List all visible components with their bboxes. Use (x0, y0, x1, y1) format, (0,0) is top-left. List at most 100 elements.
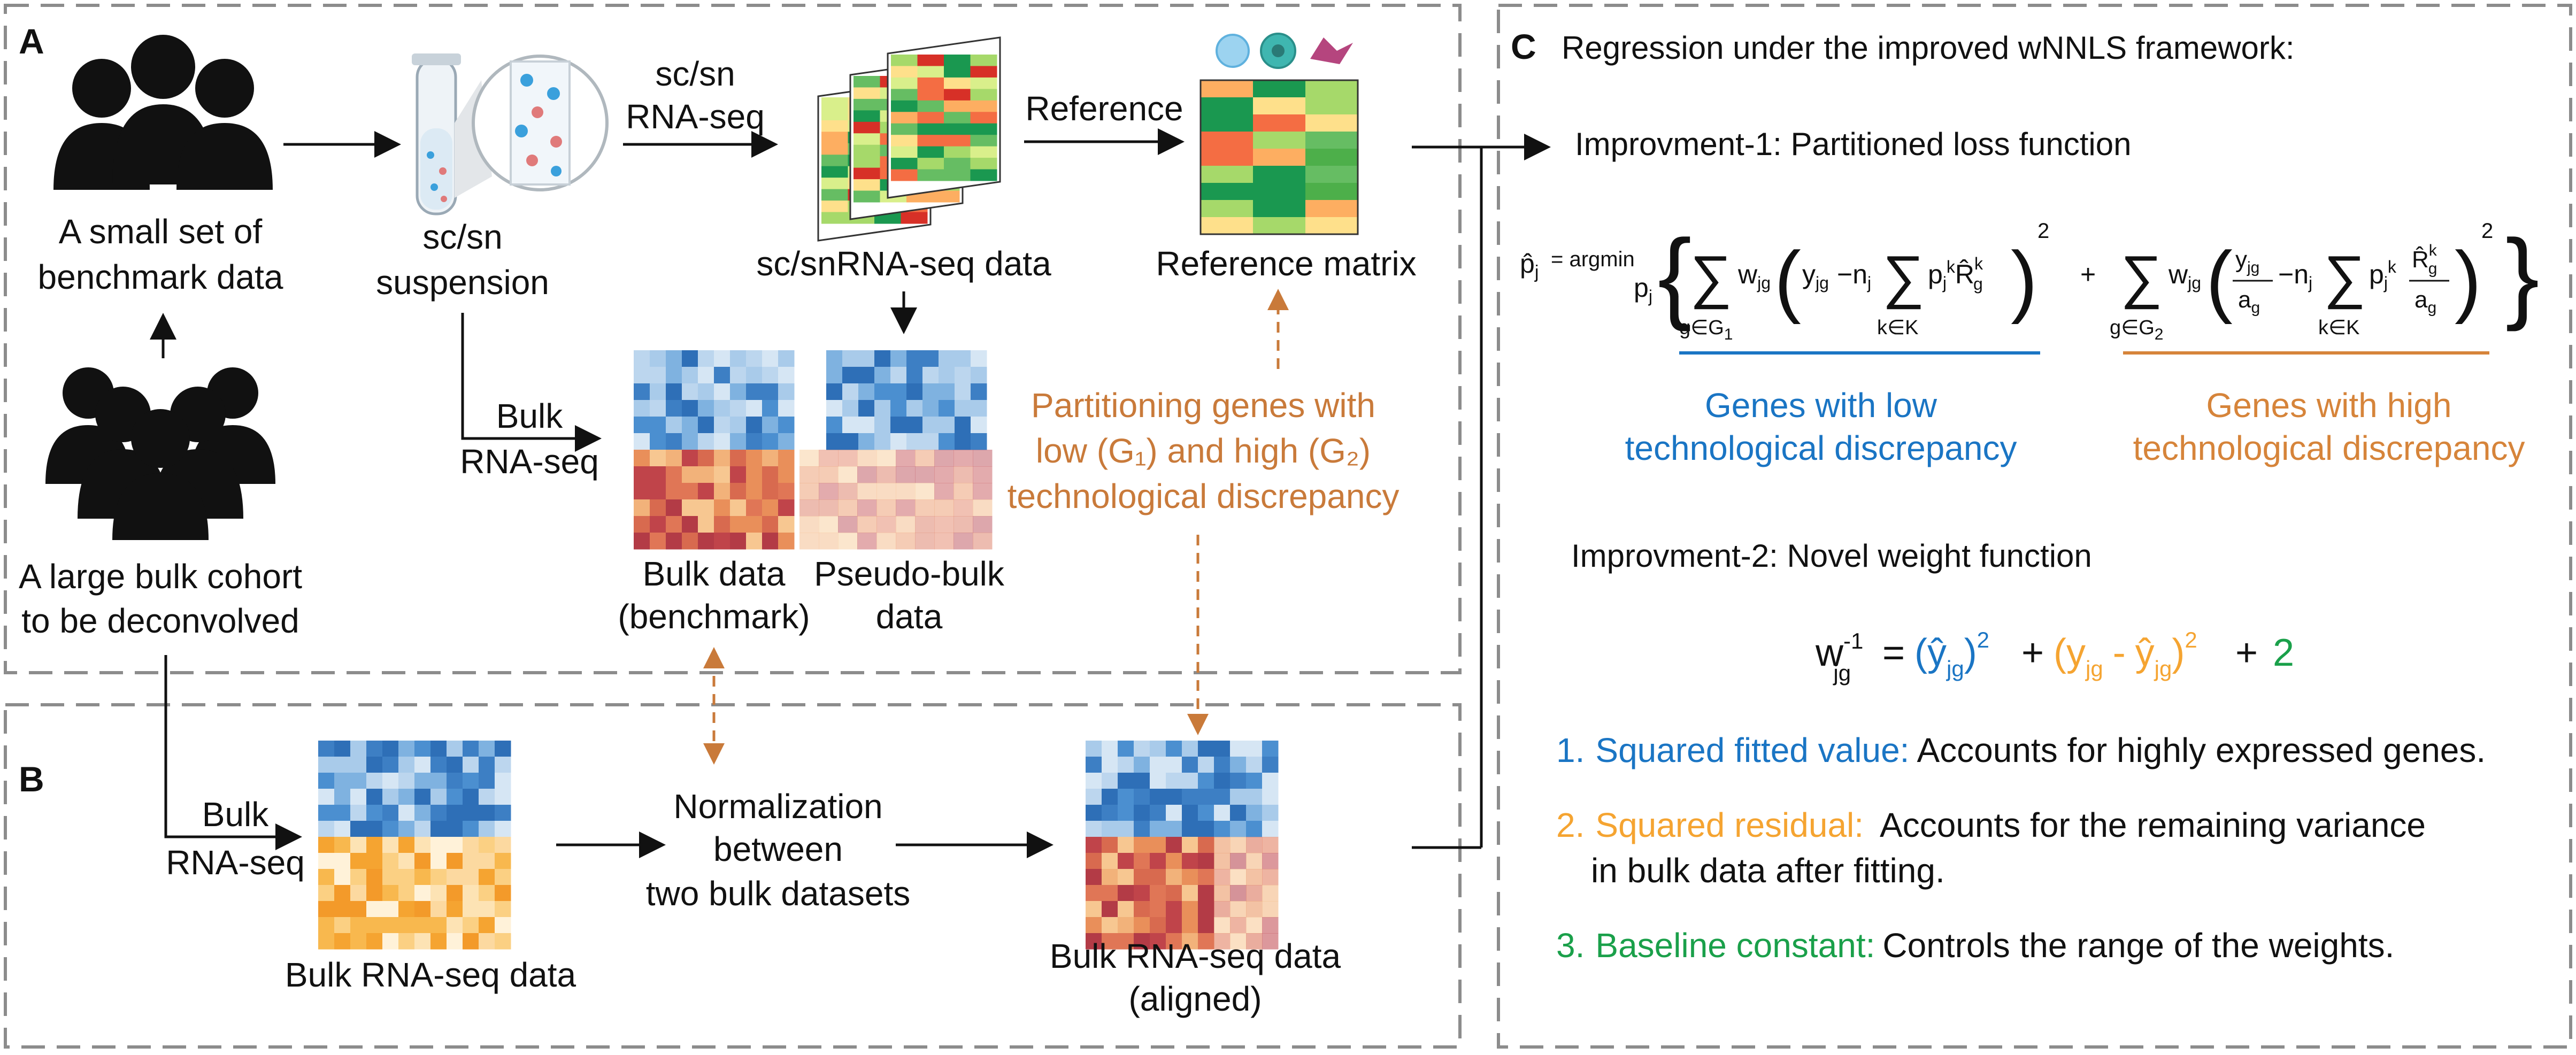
heatmap-cell (1253, 149, 1306, 166)
bulk-seq-label-b: Bulk (202, 795, 270, 834)
heatmap-cell (666, 483, 682, 500)
heatmap-cell (973, 516, 993, 533)
heatmap-cell (778, 417, 795, 434)
heatmap-cell (634, 417, 650, 434)
heatmap-cell (939, 367, 955, 384)
sum-1-sub: g∈G1 (1679, 317, 1733, 343)
heatmap-cell (698, 483, 714, 500)
y-over-a-denominator: ag (2238, 287, 2260, 317)
heatmap-cell (495, 869, 511, 885)
heatmap-cell (714, 367, 730, 384)
heatmap-cell (876, 516, 896, 533)
heatmap-cell (915, 516, 935, 533)
heatmap-cell (350, 773, 367, 789)
heatmap-cell (853, 167, 880, 180)
heatmap-cell (398, 901, 415, 918)
heatmap-cell (891, 55, 918, 66)
heatmap-cell (1134, 757, 1150, 773)
heatmap-cell (463, 933, 479, 950)
heatmap-cell (973, 466, 993, 483)
heatmap-cell (971, 417, 987, 434)
heatmap-cell (891, 66, 918, 78)
weight-plus-2: + (2235, 632, 2258, 674)
heatmap-cell (1182, 837, 1198, 853)
heatmap-cell (876, 499, 896, 517)
heatmap-cell (1262, 933, 1279, 950)
heatmap-cell (1134, 789, 1150, 805)
heatmap-cell (1166, 789, 1182, 805)
heatmap-cell (682, 483, 698, 500)
heatmap-cell (366, 773, 383, 789)
heatmap-cell (1198, 789, 1214, 805)
heatmap-cell (891, 146, 918, 158)
heatmap-cell (955, 383, 971, 401)
heatmap-cell (1182, 885, 1198, 902)
heatmap-cell (1262, 917, 1279, 934)
pseudo-bulk-label: Pseudo-bulk (814, 555, 1005, 593)
heatmap-cell (1182, 869, 1198, 885)
heatmap-cell (334, 853, 351, 869)
heatmap-cell (1253, 132, 1306, 149)
heatmap-cell (934, 533, 954, 550)
heatmap-cell (906, 400, 923, 417)
heatmap-cell (698, 400, 714, 417)
heatmap-cell (819, 516, 839, 533)
low-group-label: Genes with low (1705, 386, 1937, 425)
heatmap-cell (463, 789, 479, 805)
heatmap-cell (1214, 773, 1231, 789)
sum-4: ∑ (2324, 244, 2365, 310)
heatmap-cell (730, 499, 747, 517)
heatmap-cell (838, 466, 858, 483)
heatmap-cell (1305, 200, 1358, 218)
heatmap-cell (799, 516, 819, 533)
heatmap-cell (1118, 773, 1134, 789)
heatmap-cell (414, 885, 431, 902)
item-2: 2. Squared residual: Accounts for the rema… (1556, 806, 2426, 844)
heatmap-cell (1198, 837, 1214, 853)
heatmap-cell (730, 383, 747, 401)
bulk-data-label-2: (benchmark) (618, 597, 810, 636)
small-set-label: A small set of (59, 212, 263, 251)
heatmap-cell (901, 212, 928, 224)
heatmap-cell (698, 383, 714, 401)
heatmap-cell (891, 112, 918, 124)
heatmap-cell (430, 885, 447, 902)
normalization-label: Normalization (673, 787, 882, 826)
heatmap-cell (634, 367, 650, 384)
heatmap-cell (890, 417, 907, 434)
r-over-a: R̂k g (2412, 242, 2437, 278)
heatmap-cell (479, 885, 495, 902)
heatmap-cell (890, 350, 907, 367)
heatmap-cell (874, 383, 891, 401)
heatmap-cell (896, 499, 916, 517)
heatmap-cell (778, 533, 795, 550)
heatmap-cell (334, 869, 351, 885)
heatmap-cell (1086, 853, 1102, 869)
heatmap-cell (778, 350, 795, 367)
partition-label-3: technological discrepancy (1008, 477, 1400, 515)
sum-2-sub: k∈K (1877, 317, 1918, 339)
heatmap-cell (821, 120, 848, 132)
heatmap-cell (698, 516, 714, 533)
heatmap-cell (778, 466, 795, 483)
heatmap-cell (447, 789, 463, 805)
heatmap-cell (906, 417, 923, 434)
heatmap-cell (934, 466, 954, 483)
reference-arrow-label: Reference (1025, 89, 1183, 128)
heatmap-cell (1230, 869, 1247, 885)
heatmap-cell (857, 466, 877, 483)
heatmap-cell (1214, 853, 1231, 869)
heatmap-cell (698, 533, 714, 550)
heatmap-cell (730, 516, 747, 533)
heatmap-cell (463, 757, 479, 773)
p-r-1: pjkR̂k g (1928, 254, 1983, 294)
heatmap-cell (650, 516, 666, 533)
heatmap-cell (1246, 917, 1263, 934)
cohort-to-bulk-line (164, 655, 302, 850)
minus-n-1: −nj (1837, 259, 1871, 292)
sum-4-sub: k∈K (2318, 317, 2359, 339)
heatmap-cell (1198, 853, 1214, 869)
heatmap-cell (698, 367, 714, 384)
heatmap-cell (1246, 741, 1263, 757)
heatmap-cell (826, 417, 843, 434)
